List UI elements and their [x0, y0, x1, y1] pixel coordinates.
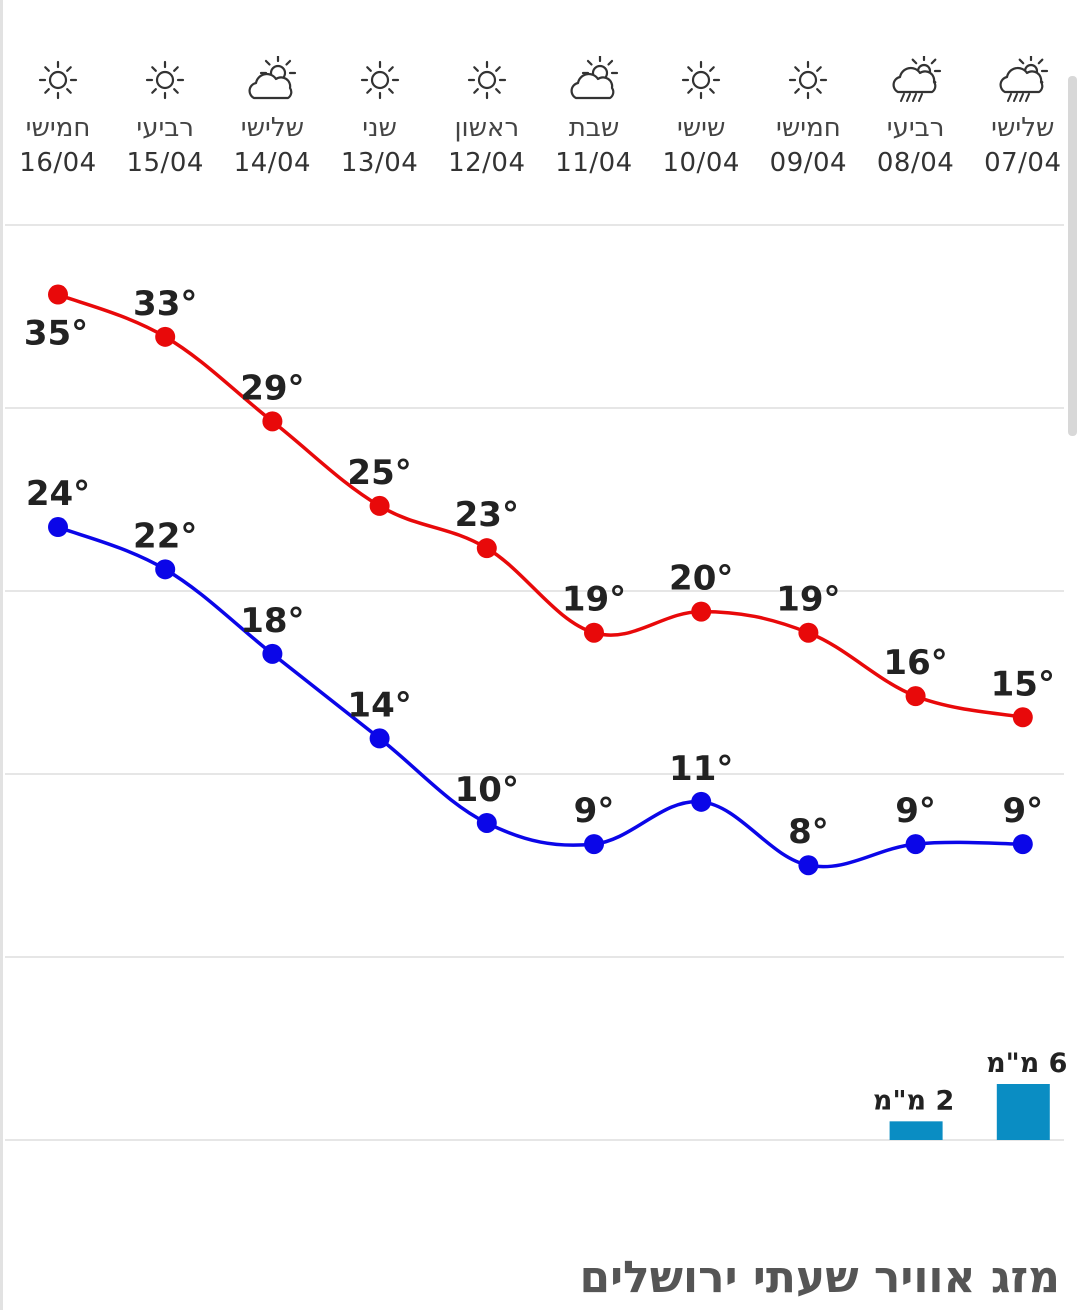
frame-edge — [0, 0, 3, 1310]
min-temp-series: 24° 22° 18° 14° 10° 9° 11° 8° 9° 9° — [26, 474, 1043, 876]
partly-cloudy-icon — [248, 56, 297, 100]
temp-label: 15° — [991, 664, 1055, 704]
precipitation-label: 6 מ"מ — [986, 1048, 1067, 1079]
data-point — [1012, 834, 1033, 855]
data-point — [155, 326, 176, 347]
day-column: שני 13/04 — [326, 50, 433, 180]
day-name: שישי — [676, 113, 726, 143]
data-point — [905, 686, 926, 707]
sun-icon — [146, 60, 185, 100]
series-line — [57, 292, 1024, 719]
day-date: 09/04 — [769, 148, 848, 178]
day-column: חמישי 16/04 — [5, 50, 112, 180]
data-point — [476, 812, 497, 833]
data-point — [691, 601, 712, 622]
rain-cloud-icon — [892, 56, 941, 102]
temp-label: 8° — [788, 812, 829, 852]
temp-label: 14° — [347, 685, 411, 725]
precipitation-bar — [996, 1084, 1050, 1140]
data-point — [584, 834, 604, 855]
data-point — [48, 517, 68, 538]
data-point — [691, 791, 712, 812]
sun-icon — [360, 60, 399, 100]
temp-label: 19° — [776, 580, 840, 620]
day-column: חמישי 09/04 — [755, 50, 862, 180]
rain-cloud-icon — [999, 56, 1048, 102]
data-point — [798, 622, 819, 643]
gridlines — [5, 224, 1064, 1141]
sun-icon — [467, 60, 506, 100]
max-temp-series: 35° 33° 29° 25° 23° 19° 20° 19° 16° 15° — [24, 284, 1055, 728]
temp-label: 24° — [26, 474, 90, 514]
temp-label: 23° — [455, 495, 519, 535]
day-date: 11/04 — [555, 148, 633, 178]
temp-label: 35° — [24, 314, 88, 354]
day-name: רביעי — [136, 113, 194, 143]
page-title: מזג אוויר שעתי ירושלים — [579, 1252, 1060, 1303]
temp-label: 16° — [883, 643, 947, 683]
sun-icon — [682, 60, 721, 100]
data-point — [798, 855, 819, 876]
day-name: שלישי — [991, 113, 1055, 143]
day-column: ראשון 12/04 — [433, 50, 540, 180]
temp-label: 22° — [133, 516, 197, 556]
day-name: שני — [362, 113, 397, 143]
temp-label: 25° — [347, 453, 411, 493]
day-date: 16/04 — [19, 148, 97, 178]
day-date: 07/04 — [984, 148, 1062, 178]
temp-label: 33° — [133, 284, 197, 324]
day-date: 13/04 — [340, 148, 419, 178]
temperature-chart: 2 מ"מ 6 מ"מ 35° 33° 29° 25° 23° 19° 20° 19° 16° 15°… — [5, 224, 1067, 1141]
day-column: שלישי 07/04 — [969, 50, 1076, 180]
day-column: רביעי 08/04 — [862, 50, 969, 180]
data-point — [262, 643, 283, 664]
day-date: 14/04 — [233, 148, 312, 178]
day-name: שבת — [568, 113, 620, 143]
day-name: ראשון — [454, 113, 520, 143]
day-date: 15/04 — [126, 148, 204, 178]
day-column: שישי 10/04 — [648, 50, 755, 180]
precipitation-label: 2 מ"מ — [873, 1085, 954, 1116]
temp-label: 10° — [455, 770, 519, 810]
sun-icon — [789, 60, 828, 100]
day-name: רביעי — [886, 113, 945, 143]
data-point — [155, 559, 176, 580]
data-point — [48, 284, 68, 305]
day-date: 10/04 — [662, 148, 740, 178]
data-point — [369, 495, 390, 516]
day-date: 08/04 — [876, 148, 955, 178]
temp-label: 20° — [669, 559, 733, 599]
day-name: שלישי — [240, 113, 305, 143]
data-point — [369, 728, 390, 749]
data-point — [476, 538, 497, 559]
data-point — [1012, 707, 1033, 728]
temp-label: 18° — [240, 601, 304, 641]
day-date: 12/04 — [448, 148, 526, 178]
day-column: שלישי 14/04 — [219, 50, 326, 180]
temp-label: 29° — [240, 368, 304, 408]
day-name: חמישי — [25, 113, 91, 143]
temp-label: 11° — [669, 749, 733, 789]
temp-label: 9° — [895, 791, 936, 831]
series-line — [57, 525, 1023, 869]
day-column: רביעי 15/04 — [112, 50, 219, 180]
partly-cloudy-icon — [570, 56, 619, 100]
day-column: שבת 11/04 — [541, 50, 648, 180]
precipitation-bar — [889, 1121, 943, 1140]
data-point — [262, 411, 283, 432]
data-point — [905, 834, 926, 855]
temp-label: 9° — [574, 791, 615, 831]
scrollbar[interactable] — [1068, 76, 1077, 436]
temp-label: 9° — [1002, 791, 1043, 831]
day-name: חמישי — [776, 113, 841, 143]
temp-label: 19° — [562, 580, 626, 620]
data-point — [584, 622, 604, 643]
sun-icon — [38, 60, 78, 100]
day-columns: חמישי 16/04 רביעי 15/04 שלישי 14/04 שני 13/04 רא… — [4, 50, 1076, 200]
